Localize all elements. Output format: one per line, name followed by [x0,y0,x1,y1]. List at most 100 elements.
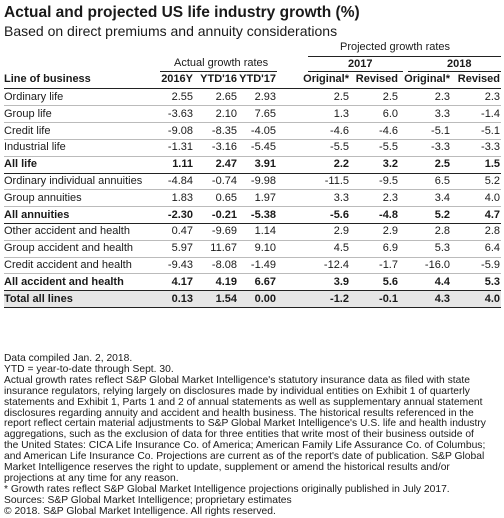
year-2018-header: 2018 [447,58,472,70]
row-value-cell: -9.08 [167,124,193,137]
row-value-cell: -9.5 [379,175,398,187]
table-row: Ordinary life 2.55 2.65 2.93 2.5 2.5 2.3 2.3 [4,89,501,105]
row-value-cell: 2.10 [215,107,237,120]
row-label: Group annuities [4,191,82,204]
row-value-cell: 4.4 [434,275,450,288]
row-value-cell: 3.3 [434,107,450,120]
row-value-cell: 6.9 [382,242,398,255]
row-value-cell: 9.10 [254,242,276,255]
col-header-2018-revised: Revised [457,73,500,85]
table-title: Actual and projected US life industry gr… [4,4,360,21]
row-value-cell: -11.5 [324,175,349,187]
row-divider [4,189,501,191]
table-row: All accident and health 4.17 4.19 6.67 3.9 5.… [4,274,501,290]
row-value-cell: 2.5 [434,158,450,171]
row-value-cell: 1.54 [215,292,237,305]
row-value-cell: 5.3 [434,242,450,255]
row-label: Industrial life [4,141,66,154]
row-value-cell: 1.14 [254,225,276,238]
year-2018-rule [408,71,501,72]
table-row: Credit life -9.08 -8.35 -4.05 -4.6 -4.6 -5.1 -5… [4,123,501,139]
year-2017-header: 2017 [348,58,373,70]
row-value-cell: -0.74 [211,175,237,187]
row-value-cell: -0.1 [379,292,398,305]
row-value-cell: 4.0 [484,292,500,305]
row-value-cell: 6.0 [382,107,398,120]
col-header-2017-original: Original* [303,73,349,85]
table-row: Credit accident and health -9.43 -8.08 -1.4… [4,257,501,273]
row-value-cell: -0.21 [211,208,237,221]
row-value-cell: 2.65 [215,91,237,103]
row-value-cell: 6.4 [484,242,500,255]
row-value-cell: -5.9 [481,259,500,271]
row-divider [4,239,501,241]
row-value-cell: 0.13 [171,292,193,305]
row-value-cell: -9.43 [167,259,193,271]
table-bottom-rule [4,307,501,309]
row-value-cell: 1.11 [172,158,193,171]
row-value-cell: -4.6 [379,124,398,137]
row-value-cell: 5.2 [484,175,500,187]
table-row: All life 1.11 2.47 3.91 2.2 3.2 2.5 1.5 [4,156,501,172]
row-value-cell: 2.2 [333,158,349,171]
projected-group-header: Projected growth rates [340,41,451,53]
row-value-cell: 4.7 [484,208,500,221]
row-value-cell: -1.4 [481,107,500,120]
row-value-cell: 1.83 [171,191,193,204]
footnote-line: YTD = year-to-date through Sept. 30. [4,363,174,375]
footnote-line: Sources: S&P Global Market Intelligence;… [4,494,292,506]
row-value-cell: 5.2 [434,208,450,221]
footnote-line: Data compiled Jan. 2, 2018. [4,353,133,364]
footnote-line: * Growth rates reflect S&P Global Market… [4,483,450,495]
row-divider [4,172,501,174]
row-value-cell: 0.00 [254,292,276,305]
row-value-cell: -1.7 [379,259,398,271]
table-row: All annuities -2.30 -0.21 -5.38 -5.6 -4.8 5.2 4… [4,207,501,223]
row-value-cell: 4.3 [434,292,450,305]
footnote-line: insurance regulators, relying largely on… [4,385,470,397]
row-value-cell: 0.47 [171,225,193,238]
row-value-cell: 3.91 [254,158,276,171]
row-value-cell: 4.0 [484,191,500,204]
row-value-cell: -3.3 [431,141,450,154]
row-value-cell: 2.93 [254,91,276,103]
row-label: All annuities [4,208,70,221]
footnote-line: aggregations, such as the exclusion of d… [4,429,474,441]
row-value-cell: 2.5 [382,91,398,103]
actual-group-header: Actual growth rates [174,57,269,69]
row-value-cell: -5.1 [431,124,450,137]
footnote-line: the United States: CICA Life Insurance C… [4,440,486,452]
table-row: Other accident and health 0.47 -9.69 1.14 2.… [4,223,501,239]
row-value-cell: 3.2 [382,158,398,171]
row-value-cell: 1.97 [254,191,276,204]
row-value-cell: 7.65 [254,107,276,120]
col-header-ytd17: YTD'17 [239,73,276,85]
row-label: All life [4,158,38,171]
row-value-cell: 3.4 [434,191,450,204]
row-value-cell: 6.67 [254,275,276,288]
row-value-cell: -4.6 [330,124,349,137]
row-value-cell: -1.31 [167,141,193,154]
row-value-cell: 2.3 [434,91,450,103]
row-value-cell: 2.8 [434,225,450,238]
row-value-cell: 3.9 [333,275,349,288]
row-value-cell: 4.19 [215,275,237,288]
footnote-line: and American Life Insurance Co. Projecti… [4,451,485,463]
table-row: Total all lines 0.13 1.54 0.00 -1.2 -0.1 4.3 4.… [4,291,501,307]
row-divider [4,290,501,292]
col-header-2017-revised: Revised [355,73,398,85]
row-value-cell: 11.67 [210,242,237,255]
row-value-cell: 2.3 [382,191,398,204]
actual-group-rule [160,71,277,72]
row-value-cell: -3.16 [211,141,237,154]
table-row: Ordinary individual annuities -4.84 -0.74 -… [4,173,501,189]
row-value-cell: -5.6 [330,208,349,221]
footnote-line: Market Intelligence reserves the right t… [4,462,450,474]
row-label: Group life [4,107,52,120]
row-value-cell: -8.35 [211,124,237,137]
row-value-cell: -3.63 [167,107,193,120]
projected-group-rule [308,56,501,57]
row-value-cell: -8.08 [211,259,237,271]
row-value-cell: 2.9 [333,225,349,238]
row-value-cell: 5.6 [382,275,398,288]
